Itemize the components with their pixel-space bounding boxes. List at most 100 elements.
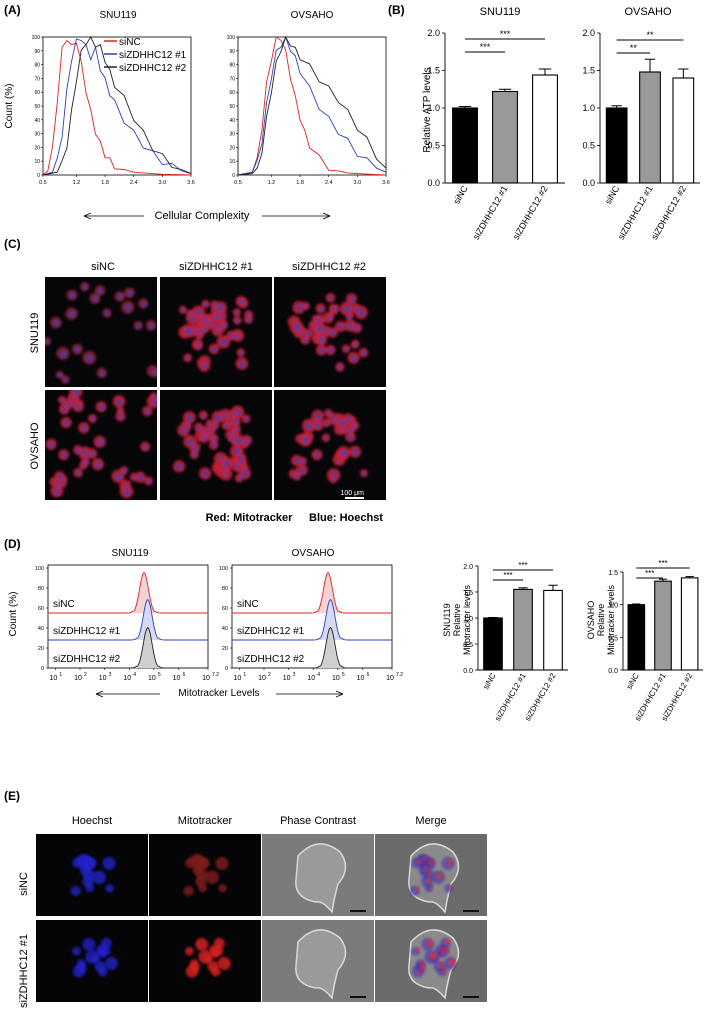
cell-nucleus [136,323,142,329]
histogram-snu119: SNU119 0 10 20 30 40 50 60 70 80 90 100 0.5 1.2 1.8 2.4… [4,10,195,186]
cell-nucleus [352,343,358,348]
nucleus [79,864,91,876]
y-tick-label: 1.0 [608,603,618,610]
y-tick-label: 60 [222,606,228,612]
y-tick-label: 0.5 [582,141,595,151]
series-label: siZDHHC12 #1 [237,626,305,637]
nucleus [82,875,94,887]
cell-nucleus [72,390,81,396]
series-label: siZDHHC12 #1 [53,626,121,637]
cell-nucleus [176,463,184,471]
cell-nucleus [114,473,123,481]
histogram-si2 [232,626,392,669]
cell-nucleus [203,302,209,307]
y-tick-label: 50 [34,104,40,110]
cell-nucleus [323,435,329,441]
y-tick-label: 100 [32,35,41,41]
cell-nucleus [238,350,244,356]
x-tick-label: 10 [357,675,365,682]
x-tick-label: 1.8 [296,180,304,186]
cell-nucleus [98,404,105,411]
cell-nucleus [195,343,202,349]
nucleus [70,885,81,897]
mitochondria [205,870,219,885]
cell-nucleus [58,373,63,378]
y-tick-label: 0.0 [463,668,473,675]
cell-nucleus [241,470,249,478]
cell-nucleus [94,461,102,468]
cell-nucleus [196,425,202,431]
x-tick-exponent: 4 [317,672,320,678]
y-tick-label: 50 [229,104,235,110]
e-micrograph [149,920,261,1002]
cell-nucleus [318,306,324,312]
cell-nucleus [246,317,252,323]
y-tick-label: 0.5 [463,642,473,649]
nucleus [72,857,83,869]
x-tick-label: 10 [49,675,57,682]
cell-nucleus [75,403,82,410]
cell-nucleus [201,413,207,419]
legend-label: siZDHHC12 #1 [119,50,187,61]
cell-nucleus [122,468,127,474]
y-tick-label: 60 [34,90,40,96]
cell-nucleus [142,444,149,450]
y-tick-label: 0 [232,173,235,179]
cell-nucleus [69,292,76,299]
series-label: siNC [237,599,259,610]
y-tick-label: 0.5 [427,141,440,151]
merge-mito [425,939,434,948]
legend-label: siNC [119,37,141,48]
cell-nucleus [305,330,312,337]
e-micrograph [36,920,148,1002]
panel-label-e: (E) [4,789,20,803]
cell-nucleus [347,313,353,319]
cell-nucleus [81,425,88,432]
x-tick-exponent: 7.2 [396,672,403,678]
cell-nucleus [184,327,192,336]
cell-nucleus [347,322,355,330]
significance-label: *** [500,29,511,39]
panel-label-a: (A) [4,3,21,17]
series-line-si1 [237,35,387,176]
a-y-axis-label: Count (%) [4,83,15,128]
x-tick-label: 0.5 [234,180,242,186]
a-chart-title: SNU119 [99,10,136,21]
significance-label: *** [645,569,654,578]
cell-nucleus [201,363,208,370]
x-tick-label: 10 [233,675,241,682]
mitochondria [210,949,220,959]
y-tick-label: 20 [38,646,44,652]
significance-label: *** [480,42,491,52]
y-tick-label: 20 [229,145,235,151]
y-tick-label: 1.0 [582,103,595,113]
cell-nucleus [207,321,214,328]
significance-label: *** [503,571,512,580]
cell-nucleus [340,449,348,458]
y-tick-label: 10 [229,159,235,165]
cell-nucleus [48,441,55,448]
merge-mito [414,947,420,953]
x-tick-label: 3.0 [159,180,167,186]
nucleus [94,960,106,972]
cell-nucleus [124,304,132,312]
cell-nucleus [299,467,306,474]
cell-nucleus [230,411,236,417]
merge-mito [425,876,433,884]
cell-nucleus [152,369,157,376]
bar-2 [543,589,563,671]
mitochondria [183,885,194,897]
y-tick-label: 100 [227,35,236,41]
merge-mito [436,872,445,881]
merge-mito [415,858,422,866]
cell-nucleus [331,306,338,312]
mitochondria [213,937,225,949]
cell-nucleus [302,337,309,343]
mitochondria [198,949,213,964]
y-tick-label: 0.0 [608,668,618,675]
series-line-sinc [42,39,192,176]
c-row-label-snu119: SNU119 [29,313,41,354]
